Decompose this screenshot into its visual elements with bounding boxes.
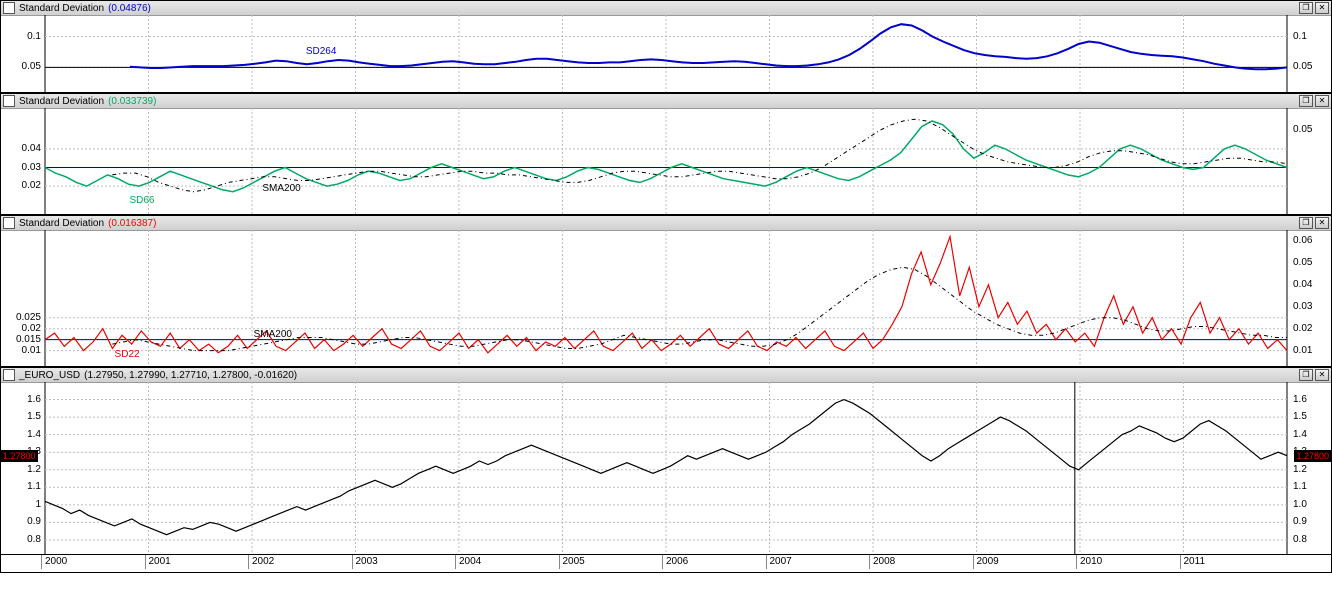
x-tick-label: 2010 xyxy=(1080,556,1102,567)
x-tick-label: 2002 xyxy=(252,556,274,567)
price-tag: 1.27800 xyxy=(1294,450,1331,462)
panel-value: (0.016387) xyxy=(108,218,156,229)
x-tick-label: 2006 xyxy=(666,556,688,567)
close-button[interactable]: ✕ xyxy=(1315,2,1329,14)
chart-panel-sd264: Standard Deviation (0.04876) ❐✕0.050.10.05… xyxy=(0,0,1332,93)
x-tick-label: 2000 xyxy=(45,556,67,567)
series-label: SD264 xyxy=(306,46,337,57)
chart-body[interactable]: 0.010.0150.020.0250.010.020.030.040.050.… xyxy=(1,230,1331,366)
x-tick-label: 2009 xyxy=(977,556,999,567)
series-label: SD22 xyxy=(115,349,140,360)
series-label: SD66 xyxy=(129,195,154,206)
indicator-icon xyxy=(3,2,15,14)
panel-value: (1.27950, 1.27990, 1.27710, 1.27800, -0.… xyxy=(84,370,297,381)
x-tick-label: 2003 xyxy=(356,556,378,567)
close-button[interactable]: ✕ xyxy=(1315,217,1329,229)
panel-title: Standard Deviation xyxy=(19,3,104,14)
panel-title: Standard Deviation xyxy=(19,96,104,107)
panel-header: Standard Deviation (0.04876) ❐✕ xyxy=(1,1,1331,16)
panel-title: Standard Deviation xyxy=(19,218,104,229)
x-tick-label: 2005 xyxy=(563,556,585,567)
panel-value: (0.04876) xyxy=(108,3,151,14)
panel-header: Standard Deviation (0.033739) ❐✕ xyxy=(1,94,1331,109)
indicator-icon xyxy=(3,95,15,107)
x-tick-label: 2008 xyxy=(873,556,895,567)
series-label: SMA200 xyxy=(254,329,292,340)
chart-panel-eurusd: _EURO_USD (1.27950, 1.27990, 1.27710, 1.2… xyxy=(0,367,1332,555)
price-tag: 1.27800 xyxy=(1,450,38,462)
maximize-button[interactable]: ❐ xyxy=(1299,2,1313,14)
close-button[interactable]: ✕ xyxy=(1315,95,1329,107)
x-tick-label: 2001 xyxy=(149,556,171,567)
chart-panel-sd66: Standard Deviation(0.033739)❐✕0.020.030.… xyxy=(0,93,1332,215)
x-tick-label: 2007 xyxy=(770,556,792,567)
close-button[interactable]: ✕ xyxy=(1315,369,1329,381)
panel-title: _EURO_USD xyxy=(19,370,80,381)
panel-header: _EURO_USD (1.27950, 1.27990, 1.27710, 1.2… xyxy=(1,368,1331,383)
maximize-button[interactable]: ❐ xyxy=(1299,217,1313,229)
chart-body[interactable]: 0.020.030.040.05SD66SMA200 xyxy=(1,108,1331,214)
indicator-icon xyxy=(3,217,15,229)
chart-body[interactable]: 0.050.10.050.1SD264 xyxy=(1,15,1331,92)
x-tick-label: 2011 xyxy=(1184,556,1206,567)
maximize-button[interactable]: ❐ xyxy=(1299,369,1313,381)
x-axis: 2000 2001 2002 2003 2004 2005 2006 2007 2008 2009… xyxy=(0,555,1332,573)
series-label: SMA200 xyxy=(262,183,300,194)
indicator-icon xyxy=(3,369,15,381)
panel-header: Standard Deviation (0.016387) ❐✕ xyxy=(1,216,1331,231)
maximize-button[interactable]: ❐ xyxy=(1299,95,1313,107)
panel-value: (0.033739) xyxy=(108,96,156,107)
x-tick-label: 2004 xyxy=(459,556,481,567)
chart-body[interactable]: 0.80.911.11.21.31.41.51.60.80.91.01.11.2… xyxy=(1,382,1331,554)
chart-panel-sd22: Standard Deviation (0.016387) ❐✕0.010.0150… xyxy=(0,215,1332,367)
